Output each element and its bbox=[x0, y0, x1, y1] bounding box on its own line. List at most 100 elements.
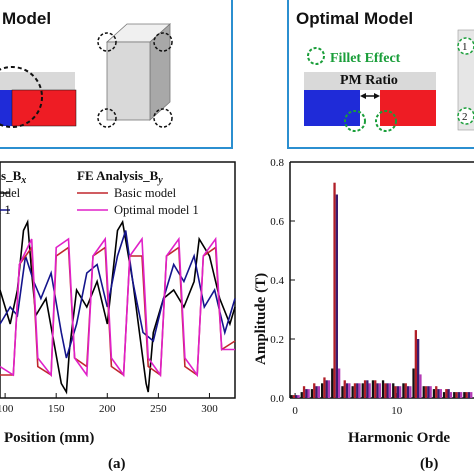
chart-b-xlabel: Harmonic Orde bbox=[348, 430, 450, 446]
circle-marker-1-label: 1 bbox=[462, 41, 468, 53]
bar-h4-s1 bbox=[333, 182, 336, 398]
bar-h16-s0 bbox=[453, 392, 456, 398]
bar-h2-s0 bbox=[310, 389, 314, 398]
bar-h0-s1 bbox=[292, 395, 296, 398]
magnet-gray-bar bbox=[304, 72, 436, 90]
bar-h10-s1 bbox=[394, 386, 397, 398]
bar-h12-s3 bbox=[419, 374, 422, 398]
bar-h1-s1 bbox=[302, 386, 306, 398]
bar-h1-s0 bbox=[300, 392, 303, 398]
bar-h6-s3 bbox=[358, 383, 361, 399]
bar-h3-s3 bbox=[327, 380, 331, 398]
bar-h4-s0 bbox=[331, 368, 334, 398]
y-tick-label: 0.6 bbox=[270, 216, 284, 228]
fillet-circle bbox=[344, 110, 366, 132]
bar-h13-s1 bbox=[424, 386, 428, 398]
bar-h12-s2 bbox=[417, 339, 420, 398]
chart-b-ylabel: Amplitude (T) bbox=[253, 273, 269, 365]
x-tick-label: 200 bbox=[99, 403, 116, 415]
magnet-blue bbox=[304, 90, 360, 126]
x-tick-label: 100 bbox=[0, 403, 14, 415]
ratio-label: PM Ratio bbox=[340, 73, 398, 88]
bar-h1-s3 bbox=[307, 389, 310, 398]
bar-h11-s3 bbox=[409, 386, 412, 398]
legend-right-entry-optimal: Optimal model 1 bbox=[114, 203, 199, 217]
fillet-circle bbox=[375, 110, 397, 132]
bar-h2-s3 bbox=[317, 386, 320, 398]
bar-h8-s2 bbox=[376, 383, 379, 399]
bar-h0-s2 bbox=[295, 395, 298, 398]
chart-a: 100 150 200 250 300 FE Analysis_Bx Basic mod… bbox=[0, 161, 236, 472]
bar-h7-s2 bbox=[366, 380, 369, 398]
legend-right-entry-basic: Basic model bbox=[114, 186, 177, 200]
bar-h15-s1 bbox=[445, 389, 448, 398]
x-tick-label: 300 bbox=[201, 403, 218, 415]
bar-h0-s3 bbox=[297, 395, 300, 398]
bar-h12-s0 bbox=[412, 368, 415, 398]
x-tick-label: 10 bbox=[391, 405, 403, 417]
bar-h8-s3 bbox=[378, 383, 381, 399]
chart-a-x-ticks: 100 150 200 250 300 bbox=[0, 393, 218, 415]
chart-b-bars bbox=[290, 182, 473, 399]
bar-h5-s0 bbox=[341, 386, 344, 398]
legend-right-title: FE Analysis_By bbox=[77, 168, 163, 186]
chart-b-y-ticks: 0.0 0.2 0.4 0.6 0.8 bbox=[270, 157, 295, 405]
cube-front bbox=[106, 41, 151, 121]
bar-h10-s3 bbox=[399, 386, 402, 398]
magnet-red bbox=[11, 89, 77, 127]
bar-h14-s1 bbox=[435, 386, 438, 398]
bar-h16-s1 bbox=[455, 392, 458, 398]
y-tick-label: 0.2 bbox=[270, 334, 284, 346]
arrow-head-right bbox=[374, 93, 380, 99]
x-tick-label: 0 bbox=[292, 405, 298, 417]
bar-h6-s2 bbox=[356, 383, 359, 399]
bar-h3-s2 bbox=[325, 380, 328, 398]
bar-h9-s1 bbox=[384, 383, 387, 399]
bar-h5-s2 bbox=[345, 383, 349, 399]
side-element bbox=[457, 29, 474, 131]
bar-h5-s1 bbox=[343, 380, 346, 398]
series-line-B_x-1 bbox=[0, 230, 236, 359]
bar-h17-s3 bbox=[470, 392, 473, 398]
legend-left-entry-optimal: Optimal model 1 bbox=[0, 203, 11, 217]
bar-h4-s2 bbox=[335, 194, 338, 398]
bar-h17-s1 bbox=[465, 392, 468, 398]
bar-h2-s2 bbox=[315, 386, 318, 398]
bar-h8-s0 bbox=[371, 380, 375, 398]
legend-left-entry-basic: Basic model bbox=[0, 186, 21, 200]
bar-h15-s3 bbox=[449, 392, 453, 398]
fillet-legend-icon bbox=[307, 47, 325, 65]
panel-optimal-model: Optimal Model Fillet Effect PM Ratio 1 2 bbox=[287, 0, 474, 149]
bar-h15-s2 bbox=[447, 389, 450, 398]
circle-marker-2-label: 2 bbox=[462, 111, 468, 123]
bar-h12-s1 bbox=[414, 330, 417, 398]
bar-h8-s1 bbox=[374, 380, 377, 398]
circle-marker-2 bbox=[457, 107, 474, 125]
corner-circle bbox=[153, 32, 173, 52]
bar-h0-s0 bbox=[290, 395, 293, 398]
bar-h9-s2 bbox=[386, 383, 389, 399]
x-tick-label: 250 bbox=[150, 403, 167, 415]
bar-h6-s1 bbox=[353, 383, 357, 399]
arrow-head-left bbox=[360, 93, 366, 99]
bar-h2-s1 bbox=[313, 383, 316, 399]
chart-a-frame bbox=[0, 161, 236, 399]
bar-h7-s1 bbox=[363, 380, 367, 398]
corner-circle bbox=[97, 108, 117, 128]
bar-h13-s2 bbox=[427, 386, 430, 398]
highlight-circle bbox=[0, 66, 43, 128]
series-line-B_y-2 bbox=[0, 245, 236, 377]
magnet-red bbox=[380, 90, 436, 126]
corner-circle bbox=[97, 32, 117, 52]
bar-h7-s3 bbox=[368, 383, 371, 399]
bar-h10-s2 bbox=[396, 386, 399, 398]
fillet-label: Fillet Effect bbox=[330, 51, 401, 66]
chart-b-panel-label: (b) bbox=[420, 456, 438, 472]
bar-h3-s1 bbox=[323, 377, 326, 398]
bar-h11-s2 bbox=[406, 386, 410, 398]
x-tick-label: 150 bbox=[48, 403, 65, 415]
panel-title: Model bbox=[2, 9, 51, 28]
bar-h17-s2 bbox=[467, 392, 471, 398]
series-line-B_x-0 bbox=[0, 218, 236, 395]
